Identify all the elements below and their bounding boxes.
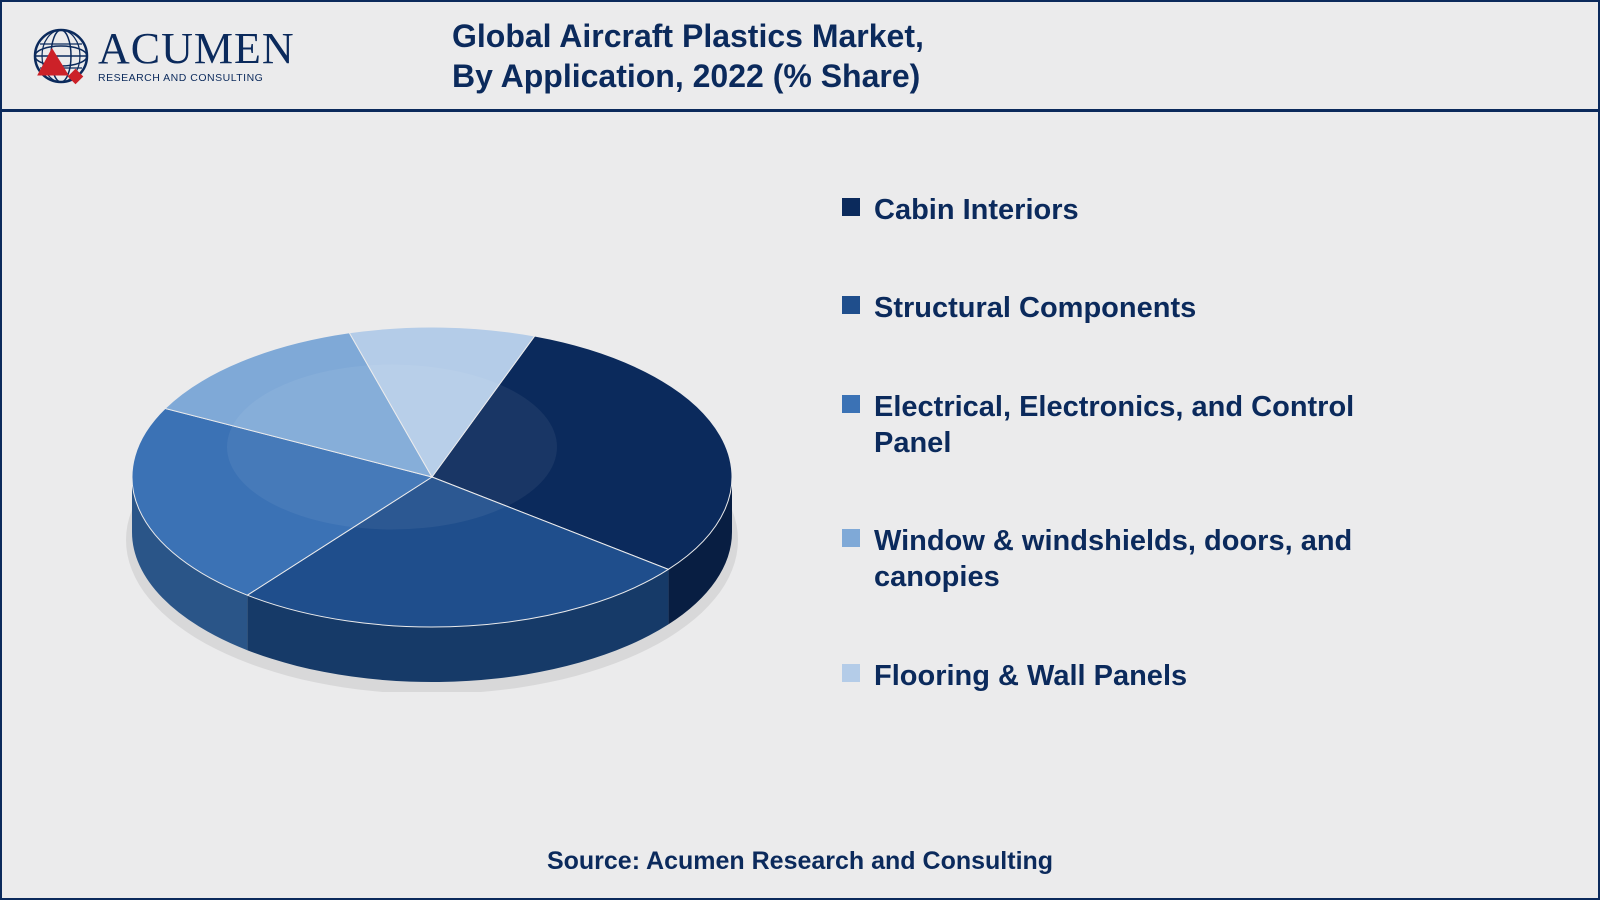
- legend-label: Cabin Interiors: [874, 192, 1079, 228]
- legend-swatch: [842, 664, 860, 682]
- content-area: Cabin Interiors Structural Components Elec…: [2, 112, 1598, 832]
- logo-globe-icon: [32, 27, 90, 85]
- legend: Cabin Interiors Structural Components Elec…: [802, 152, 1538, 832]
- pie-chart: [112, 292, 752, 692]
- legend-label: Flooring & Wall Panels: [874, 658, 1187, 694]
- legend-swatch: [842, 395, 860, 413]
- legend-item: Electrical, Electronics, and Control Pan…: [842, 389, 1518, 462]
- legend-swatch: [842, 198, 860, 216]
- legend-label: Structural Components: [874, 290, 1196, 326]
- title-line-1: Global Aircraft Plastics Market,: [452, 16, 1568, 56]
- legend-swatch: [842, 296, 860, 314]
- legend-item: Structural Components: [842, 290, 1518, 326]
- legend-swatch: [842, 529, 860, 547]
- legend-label: Window & windshields, doors, and canopie…: [874, 523, 1394, 596]
- chart-title: Global Aircraft Plastics Market, By Appl…: [402, 16, 1568, 96]
- logo-name: ACUMEN: [98, 27, 295, 71]
- brand-logo: ACUMEN RESEARCH AND CONSULTING: [32, 27, 402, 85]
- source-attribution: Source: Acumen Research and Consulting: [2, 847, 1598, 876]
- title-line-2: By Application, 2022 (% Share): [452, 56, 1568, 96]
- pie-chart-container: [62, 152, 802, 832]
- legend-item: Cabin Interiors: [842, 192, 1518, 228]
- header: ACUMEN RESEARCH AND CONSULTING Global Ai…: [2, 2, 1598, 112]
- legend-label: Electrical, Electronics, and Control Pan…: [874, 389, 1394, 462]
- legend-item: Flooring & Wall Panels: [842, 658, 1518, 694]
- legend-item: Window & windshields, doors, and canopie…: [842, 523, 1518, 596]
- logo-tagline: RESEARCH AND CONSULTING: [98, 73, 295, 84]
